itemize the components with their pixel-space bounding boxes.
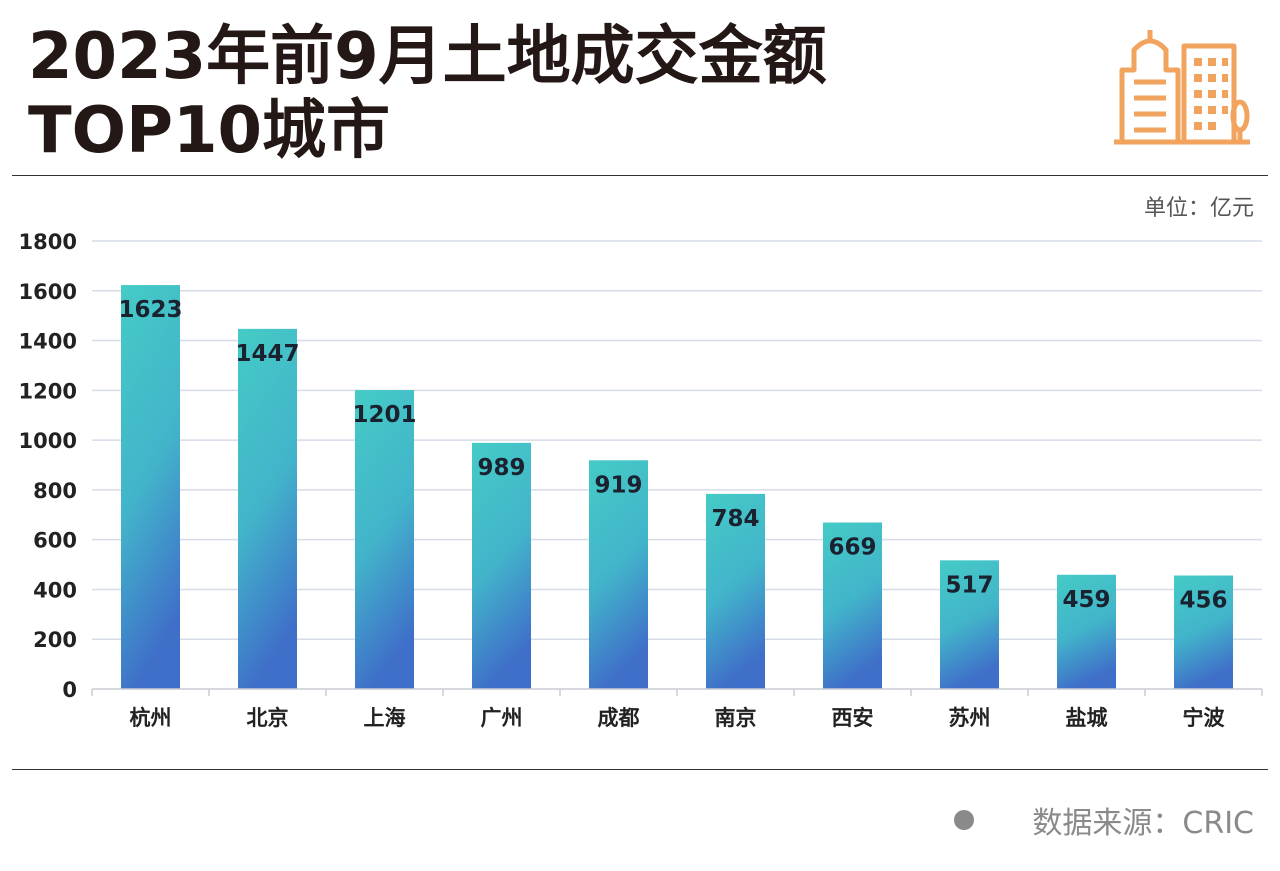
x-tick-label: 杭州 — [130, 706, 172, 730]
bar — [940, 560, 999, 689]
bar — [706, 493, 765, 689]
data-label: 1623 — [118, 297, 182, 323]
y-tick-label: 800 — [33, 479, 77, 503]
data-labels: 1623 1447 1201 989 919 784 669 517 459 456 — [118, 297, 1227, 613]
top-divider — [12, 175, 1268, 176]
unit-label: 单位：亿元 — [1143, 196, 1254, 221]
x-tick-label: 南京 — [715, 706, 757, 730]
y-tick-label: 1800 — [19, 230, 77, 254]
x-tick-label: 盐城 — [1066, 706, 1108, 730]
x-axis-ticks: 杭州 北京 上海 广州 成都 南京 西安 苏州 盐城 宁波 — [130, 706, 1226, 730]
x-tick-label: 广州 — [481, 706, 523, 730]
data-label: 1201 — [352, 402, 416, 428]
x-tick-label: 上海 — [364, 706, 406, 730]
x-tick-label: 苏州 — [949, 706, 991, 730]
bar — [589, 460, 648, 689]
y-tick-label: 0 — [62, 678, 77, 702]
x-tick-label: 宁波 — [1183, 706, 1226, 730]
data-label: 669 — [828, 534, 876, 560]
y-tick-label: 1200 — [19, 379, 77, 403]
bars — [121, 285, 1233, 689]
bullet-dot-icon — [954, 810, 975, 830]
data-label: 1447 — [235, 341, 299, 367]
data-label: 989 — [477, 455, 525, 481]
y-axis-ticks: 0 200 400 600 800 1000 1200 1400 1600 1800 — [19, 230, 77, 702]
bar — [238, 328, 297, 689]
bar — [472, 442, 531, 689]
x-tick-label: 北京 — [247, 706, 289, 730]
data-label: 784 — [711, 506, 759, 532]
title-line-2: TOP10城市 — [28, 94, 391, 168]
y-tick-label: 1600 — [19, 280, 77, 304]
bar — [121, 285, 180, 689]
y-tick-label: 200 — [33, 628, 77, 652]
data-label: 919 — [594, 472, 642, 498]
y-tick-label: 600 — [33, 529, 77, 553]
y-tick-label: 1400 — [19, 330, 77, 354]
data-label: 517 — [945, 572, 993, 598]
source-note: 数据来源：CRIC — [954, 798, 1254, 842]
data-label: 456 — [1179, 588, 1227, 614]
bar — [355, 390, 414, 689]
x-tick-label: 西安 — [832, 706, 874, 730]
bottom-divider — [12, 769, 1268, 770]
city-buildings-icon — [1114, 30, 1250, 145]
bar — [1057, 574, 1116, 689]
x-axis — [91, 688, 1263, 696]
page-title: 2023年前9月土地成交金额 TOP10城市 — [28, 20, 827, 168]
data-label: 459 — [1062, 587, 1110, 613]
source-label: 数据来源：CRIC — [1032, 806, 1254, 841]
bar — [1174, 575, 1233, 689]
x-tick-label: 成都 — [598, 706, 640, 730]
y-tick-label: 1000 — [19, 429, 77, 453]
y-tick-label: 400 — [33, 578, 77, 602]
bar — [823, 522, 882, 689]
title-line-1: 2023年前9月土地成交金额 — [28, 20, 827, 94]
